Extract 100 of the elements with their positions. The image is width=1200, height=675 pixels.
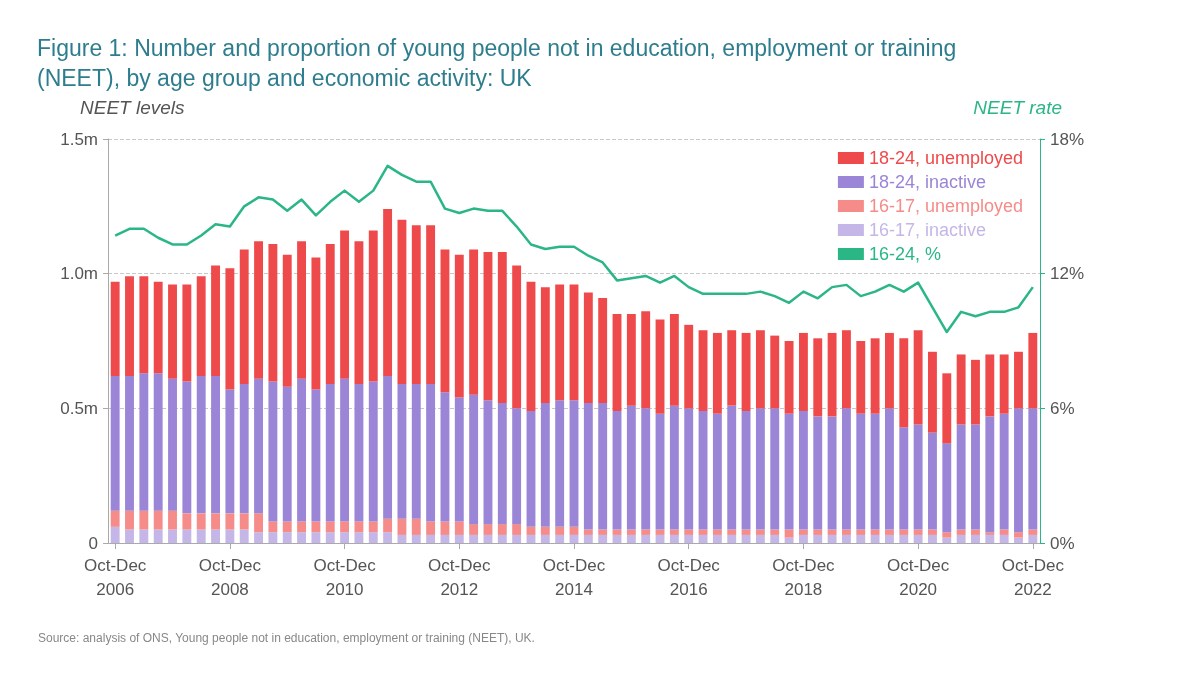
- x-tick-label: Oct-Dec 2008: [198, 555, 262, 599]
- bar: [153, 281, 163, 374]
- bar: [641, 529, 651, 535]
- bar: [196, 276, 206, 377]
- bar: [999, 529, 1009, 535]
- bar: [741, 529, 751, 535]
- bar: [297, 241, 307, 379]
- bar: [139, 529, 149, 543]
- bar: [282, 532, 292, 543]
- bar: [885, 332, 894, 409]
- bar: [870, 529, 880, 535]
- bar: [784, 341, 794, 414]
- x-tick-label: Oct-Dec 2006: [84, 555, 147, 599]
- bar: [512, 265, 522, 409]
- bar: [239, 249, 249, 385]
- bar: [626, 314, 636, 406]
- y-axis-title: NEET levels: [80, 97, 186, 118]
- bar: [641, 311, 651, 409]
- bar: [182, 529, 192, 543]
- bar: [712, 413, 722, 530]
- bar: [798, 529, 808, 535]
- bar: [985, 354, 995, 417]
- bar: [727, 405, 737, 530]
- bar: [669, 534, 679, 543]
- bar: [856, 413, 866, 530]
- bar: [168, 529, 177, 543]
- bar: [211, 513, 220, 530]
- bar: [885, 408, 894, 530]
- bar: [225, 389, 235, 514]
- bar: [870, 534, 880, 543]
- bar: [856, 341, 866, 414]
- bar: [741, 534, 751, 543]
- bar: [698, 411, 708, 530]
- bar: [268, 521, 278, 533]
- bar: [426, 521, 436, 535]
- bar: [540, 287, 550, 403]
- bar: [641, 408, 651, 530]
- bar: [727, 330, 737, 406]
- bar: [684, 408, 694, 530]
- bar: [153, 529, 163, 543]
- bar: [928, 529, 937, 535]
- bar: [899, 338, 909, 428]
- bar: [239, 384, 249, 514]
- legend-label: 18-24, unemployed: [868, 148, 1023, 168]
- bar: [268, 381, 278, 522]
- bar: [354, 384, 364, 522]
- bar: [239, 529, 249, 543]
- bar: [526, 411, 536, 527]
- bar: [669, 529, 679, 535]
- x-tick-label: Oct-Dec 2018: [772, 555, 836, 599]
- bar: [985, 534, 995, 543]
- bar: [669, 314, 679, 406]
- bar: [397, 518, 407, 535]
- bar: [985, 532, 995, 535]
- bar: [813, 416, 823, 530]
- bar: [684, 534, 694, 543]
- bar: [368, 230, 378, 382]
- bar: [282, 254, 292, 387]
- bar: [784, 413, 794, 530]
- bar: [626, 534, 636, 543]
- bar: [583, 534, 593, 543]
- bar: [813, 529, 823, 535]
- bar: [999, 413, 1009, 530]
- bar: [469, 249, 479, 395]
- bar: [598, 297, 608, 403]
- bar: [168, 378, 177, 511]
- bar: [325, 532, 335, 543]
- bar: [641, 534, 651, 543]
- bar: [397, 534, 407, 543]
- bar: [798, 332, 808, 412]
- bar: [569, 400, 579, 527]
- bar: [239, 513, 249, 530]
- bar: [440, 249, 450, 393]
- bar: [770, 529, 780, 535]
- bar: [454, 397, 464, 522]
- bar: [971, 424, 980, 530]
- bar: [999, 354, 1009, 414]
- bar: [971, 529, 980, 535]
- bar: [454, 254, 464, 398]
- bar: [956, 529, 966, 535]
- bar: [899, 529, 909, 535]
- legend-label: 16-24, %: [868, 244, 941, 264]
- bar: [598, 402, 608, 530]
- bar: [655, 319, 665, 414]
- bar: [196, 513, 206, 530]
- bar: [841, 529, 851, 535]
- y2-tick-label: 0%: [1050, 533, 1075, 553]
- bar: [1014, 537, 1023, 543]
- bar: [469, 394, 479, 525]
- bar: [110, 281, 120, 377]
- bar: [684, 324, 694, 409]
- y-tick-label: 1.5m: [60, 129, 98, 149]
- bar: [225, 529, 235, 543]
- bar: [870, 413, 880, 530]
- bar: [196, 376, 206, 514]
- bar: [139, 510, 149, 530]
- bar: [942, 532, 952, 538]
- bar: [798, 534, 808, 543]
- bar: [755, 529, 765, 535]
- bar: [225, 268, 235, 390]
